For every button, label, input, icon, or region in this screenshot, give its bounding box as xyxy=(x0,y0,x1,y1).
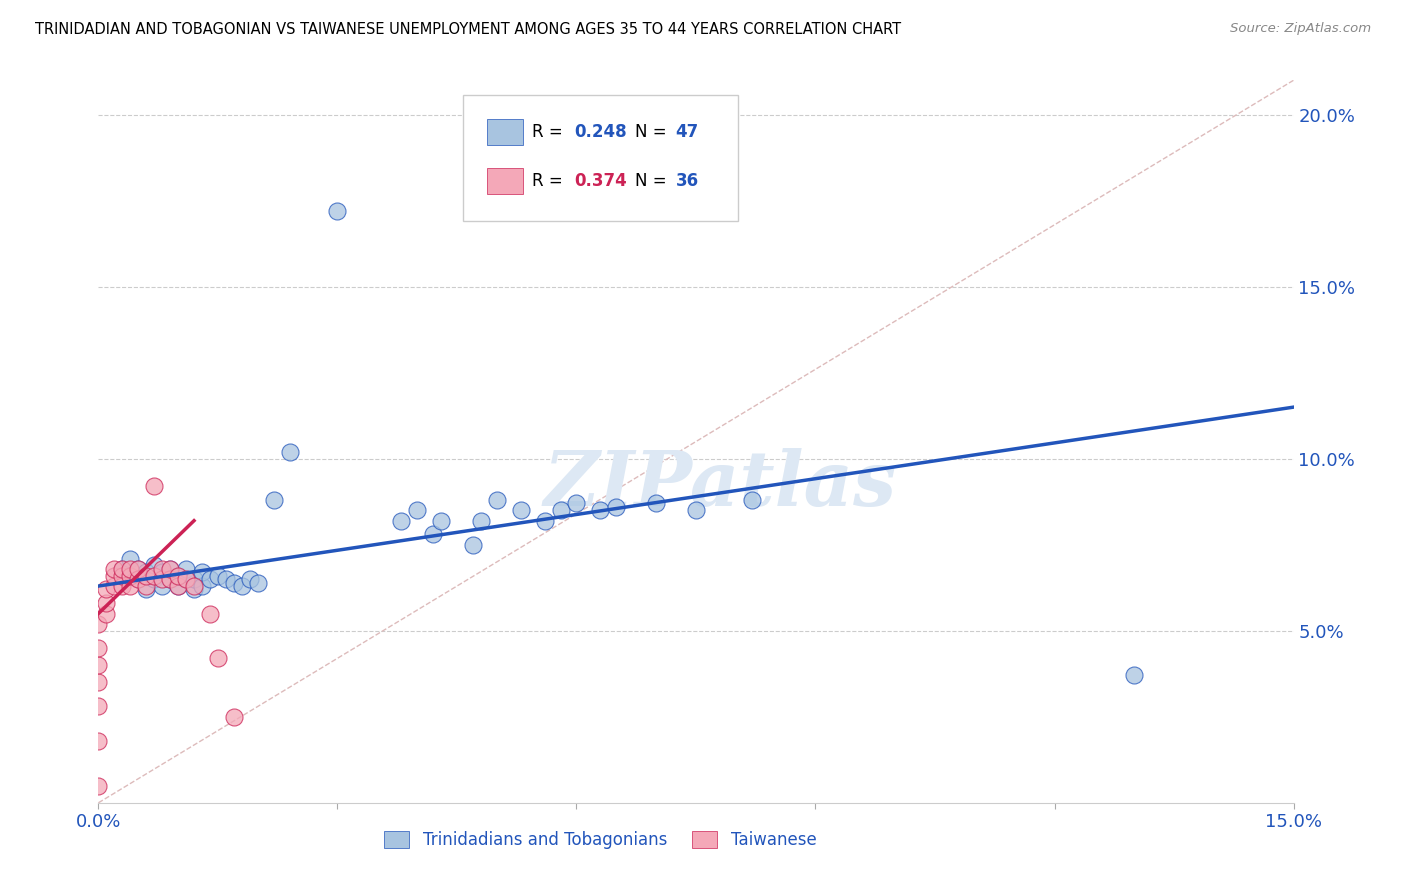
Point xyxy=(120,568,142,582)
Point xyxy=(150,579,173,593)
Text: N =: N = xyxy=(636,123,672,141)
FancyBboxPatch shape xyxy=(486,120,523,145)
Point xyxy=(150,562,173,576)
Point xyxy=(239,572,262,586)
Point xyxy=(127,572,149,586)
Point xyxy=(96,582,118,597)
Point xyxy=(1123,668,1146,682)
Point xyxy=(389,514,412,528)
Point xyxy=(589,503,612,517)
Point xyxy=(135,582,157,597)
Text: 0.248: 0.248 xyxy=(574,123,627,141)
Point xyxy=(150,572,173,586)
Text: 0.374: 0.374 xyxy=(574,172,627,190)
Point xyxy=(120,579,142,593)
Point xyxy=(103,568,125,582)
Point xyxy=(143,558,166,573)
Point xyxy=(215,572,238,586)
Point xyxy=(246,575,269,590)
FancyBboxPatch shape xyxy=(463,95,738,221)
Point xyxy=(222,575,245,590)
Point xyxy=(143,572,166,586)
Point xyxy=(565,496,588,510)
Point xyxy=(135,566,157,580)
Point xyxy=(87,699,110,714)
Point xyxy=(326,204,349,219)
Text: R =: R = xyxy=(533,172,568,190)
Text: 47: 47 xyxy=(676,123,699,141)
Text: N =: N = xyxy=(636,172,672,190)
Point xyxy=(87,640,110,655)
Point xyxy=(96,607,118,621)
Point xyxy=(183,572,205,586)
Point xyxy=(174,572,197,586)
Point xyxy=(135,568,157,582)
Point xyxy=(605,500,627,514)
Point xyxy=(430,514,453,528)
Point xyxy=(143,479,166,493)
Point xyxy=(167,568,190,582)
Point xyxy=(222,710,245,724)
Point xyxy=(685,503,707,517)
Legend: Trinidadians and Tobagonians, Taiwanese: Trinidadians and Tobagonians, Taiwanese xyxy=(378,824,823,856)
Point xyxy=(461,538,484,552)
Text: Source: ZipAtlas.com: Source: ZipAtlas.com xyxy=(1230,22,1371,36)
Point xyxy=(103,579,125,593)
Point xyxy=(87,675,110,690)
Point xyxy=(191,566,214,580)
Point xyxy=(645,496,668,510)
Point xyxy=(533,514,555,528)
Point xyxy=(167,579,190,593)
Point xyxy=(174,562,197,576)
Point xyxy=(406,503,429,517)
Point xyxy=(207,568,229,582)
Point xyxy=(87,616,110,631)
Point xyxy=(143,568,166,582)
Point xyxy=(150,566,173,580)
Point xyxy=(159,562,181,576)
Point xyxy=(103,562,125,576)
Point xyxy=(159,562,181,576)
Text: TRINIDADIAN AND TOBAGONIAN VS TAIWANESE UNEMPLOYMENT AMONG AGES 35 TO 44 YEARS C: TRINIDADIAN AND TOBAGONIAN VS TAIWANESE … xyxy=(35,22,901,37)
Point xyxy=(167,579,190,593)
Point xyxy=(278,445,301,459)
Point xyxy=(87,734,110,748)
Point xyxy=(120,562,142,576)
Point xyxy=(509,503,531,517)
Point xyxy=(470,514,492,528)
Point xyxy=(135,579,157,593)
Point xyxy=(111,562,134,576)
Point xyxy=(87,658,110,673)
Point xyxy=(422,527,444,541)
Text: R =: R = xyxy=(533,123,568,141)
Point xyxy=(159,572,181,586)
FancyBboxPatch shape xyxy=(486,169,523,194)
Point xyxy=(111,568,134,582)
Point xyxy=(207,651,229,665)
Point xyxy=(191,579,214,593)
Point xyxy=(741,493,763,508)
Point xyxy=(174,572,197,586)
Point xyxy=(127,572,149,586)
Point xyxy=(87,779,110,793)
Point xyxy=(127,562,149,576)
Point xyxy=(198,607,221,621)
Point xyxy=(485,493,508,508)
Point xyxy=(120,551,142,566)
Point xyxy=(183,579,205,593)
Point xyxy=(183,582,205,597)
Point xyxy=(550,503,572,517)
Point xyxy=(263,493,285,508)
Text: ZIPatlas: ZIPatlas xyxy=(543,448,897,522)
Point xyxy=(159,572,181,586)
Point xyxy=(111,579,134,593)
Point xyxy=(198,572,221,586)
Point xyxy=(96,596,118,610)
Point xyxy=(167,568,190,582)
Point xyxy=(111,562,134,576)
Point xyxy=(231,579,253,593)
Text: 36: 36 xyxy=(676,172,699,190)
Point xyxy=(127,562,149,576)
